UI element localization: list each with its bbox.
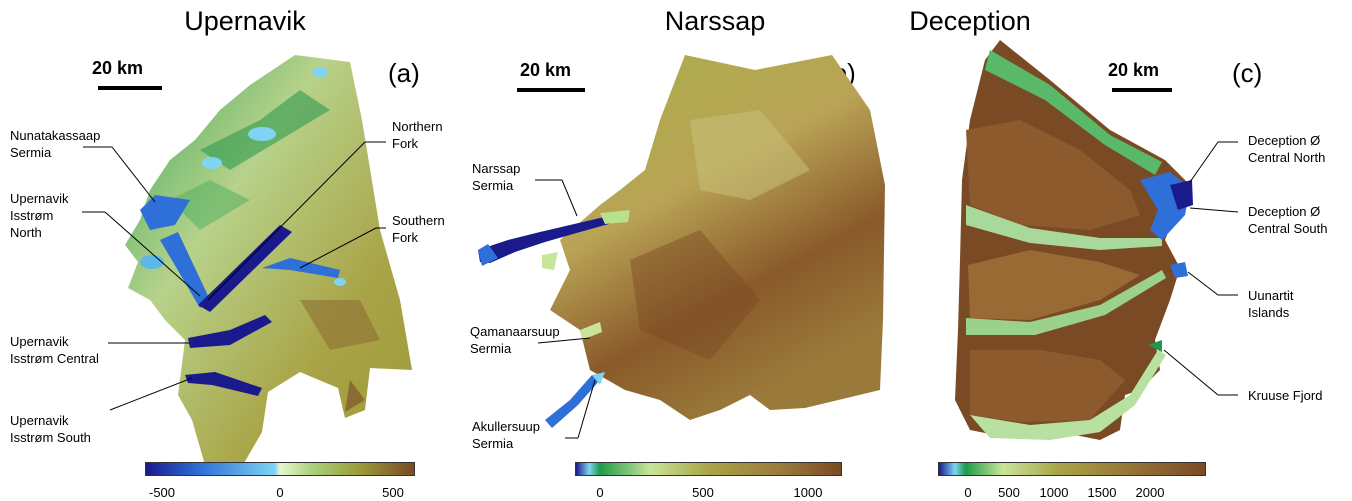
colorbar-tick: 1000 bbox=[1039, 485, 1069, 500]
label-southern-fork: Southern Fork bbox=[392, 213, 445, 245]
upernavik-bed-map bbox=[82, 55, 412, 470]
label-qamanaarsuup-sermia: Qamanaarsuup Sermia bbox=[470, 324, 560, 356]
colorbar-tick: 500 bbox=[998, 485, 1020, 500]
colorbar bbox=[938, 462, 1206, 476]
label-nunatakassaap: Nunatakassaap Sermia bbox=[10, 128, 101, 160]
panel-deception: Deception (c) 20 km Deception Ø Central N… bbox=[900, 0, 1352, 501]
label-northern-fork: Northern Fork bbox=[392, 119, 443, 151]
label-deception-central-south: Deception Ø Central South bbox=[1248, 204, 1328, 236]
scale-label: 20 km bbox=[1108, 60, 1160, 80]
scale-bar bbox=[1112, 88, 1172, 92]
colorbar-tick: 0 bbox=[964, 485, 972, 500]
panel-upernavik: Upernavik (a) 20 km bbox=[0, 0, 450, 501]
label-upernavik-isstrom-south: Upernavik Isstrøm South bbox=[10, 413, 91, 445]
colorbar-tick: 2000 bbox=[1135, 485, 1165, 500]
panel-letter: (c) bbox=[1232, 58, 1263, 88]
panel-title: Upernavik bbox=[184, 6, 306, 36]
colorbar bbox=[145, 462, 415, 476]
panel-title: Narssap bbox=[664, 6, 766, 36]
colorbar-tick: 500 bbox=[382, 485, 404, 500]
label-kruuse-fjord: Kruuse Fjord bbox=[1248, 388, 1323, 403]
colorbar-tick: 500 bbox=[692, 485, 714, 500]
scale-label: 20 km bbox=[92, 58, 144, 78]
colorbar-tick: 0 bbox=[276, 485, 284, 500]
panel-letter: (a) bbox=[388, 58, 420, 88]
label-deception-central-north: Deception Ø Central North bbox=[1248, 133, 1326, 165]
label-upernavik-isstrom-central: Upernavik Isstrøm Central bbox=[10, 334, 99, 366]
label-akullersuup-sermia: Akullersuup Sermia bbox=[472, 419, 540, 451]
narssap-bed-map bbox=[478, 55, 885, 439]
colorbar-tick: -500 bbox=[148, 485, 176, 500]
deception-bed-map bbox=[955, 40, 1239, 440]
panel-title: Deception bbox=[909, 6, 1031, 36]
label-uunartit-islands: Uunartit Islands bbox=[1248, 288, 1294, 320]
scale-bar bbox=[517, 88, 585, 92]
colorbar-tick: 1500 bbox=[1087, 485, 1117, 500]
scale-label: 20 km bbox=[520, 60, 572, 80]
colorbar-tick: 1000 bbox=[793, 485, 823, 500]
scale-bar bbox=[98, 86, 162, 90]
label-upernavik-isstrom-north: Upernavik Isstrøm North bbox=[10, 191, 69, 240]
panel-narssap: Narssap (b) 20 km Nars bbox=[450, 0, 900, 501]
label-narssap-sermia: Narssap Sermia bbox=[472, 161, 521, 193]
colorbar-tick: 0 bbox=[596, 485, 604, 500]
colorbar bbox=[575, 462, 842, 476]
